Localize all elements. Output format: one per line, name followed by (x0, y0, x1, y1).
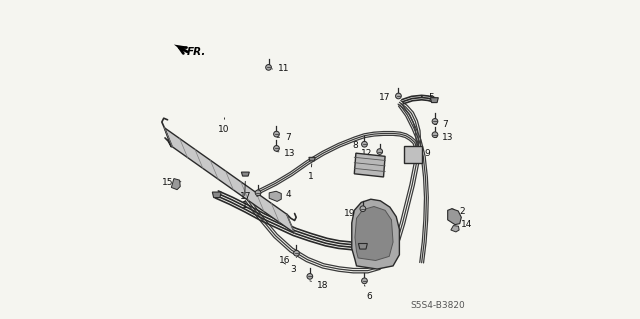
Text: 10: 10 (218, 118, 230, 134)
Polygon shape (352, 199, 399, 269)
Circle shape (432, 119, 438, 124)
Polygon shape (164, 128, 294, 233)
Polygon shape (174, 45, 184, 51)
Text: 14: 14 (453, 220, 473, 229)
Circle shape (274, 131, 279, 137)
Circle shape (266, 64, 271, 70)
Circle shape (274, 145, 279, 151)
Polygon shape (430, 98, 438, 103)
Circle shape (377, 149, 383, 154)
Text: 16: 16 (279, 256, 296, 265)
Circle shape (307, 273, 313, 279)
Polygon shape (241, 172, 250, 176)
Text: FR.: FR. (188, 47, 207, 56)
Circle shape (396, 93, 401, 99)
Circle shape (362, 141, 367, 147)
Text: S5S4-B3820: S5S4-B3820 (410, 301, 465, 310)
Circle shape (362, 278, 367, 284)
Circle shape (294, 250, 300, 256)
Polygon shape (309, 157, 316, 161)
Circle shape (360, 206, 365, 211)
Text: 5: 5 (421, 93, 434, 102)
Circle shape (255, 190, 261, 196)
Polygon shape (269, 191, 281, 201)
Polygon shape (358, 243, 367, 249)
Text: 17: 17 (239, 192, 258, 202)
Text: 18: 18 (310, 281, 328, 290)
Text: 19: 19 (344, 209, 363, 218)
Text: 2: 2 (452, 207, 465, 216)
Text: 1: 1 (241, 181, 247, 210)
Polygon shape (355, 153, 385, 177)
Polygon shape (212, 192, 221, 197)
Text: 4: 4 (277, 190, 291, 199)
Polygon shape (172, 179, 180, 190)
Text: 9: 9 (419, 147, 431, 158)
Text: 13: 13 (435, 133, 454, 142)
Text: 15: 15 (162, 178, 181, 187)
Text: 17: 17 (379, 93, 398, 102)
Text: 1: 1 (308, 164, 314, 182)
Circle shape (432, 132, 438, 137)
Text: 6: 6 (364, 285, 372, 300)
Polygon shape (451, 226, 459, 232)
Text: 7: 7 (277, 133, 291, 142)
Text: 13: 13 (276, 149, 296, 158)
Text: 8: 8 (353, 141, 364, 150)
Text: 12: 12 (361, 149, 380, 158)
Text: 7: 7 (435, 120, 448, 129)
Text: 11: 11 (272, 64, 289, 73)
Polygon shape (355, 206, 393, 261)
Text: 3: 3 (284, 263, 296, 274)
Bar (404, 146, 422, 163)
Polygon shape (447, 209, 461, 225)
